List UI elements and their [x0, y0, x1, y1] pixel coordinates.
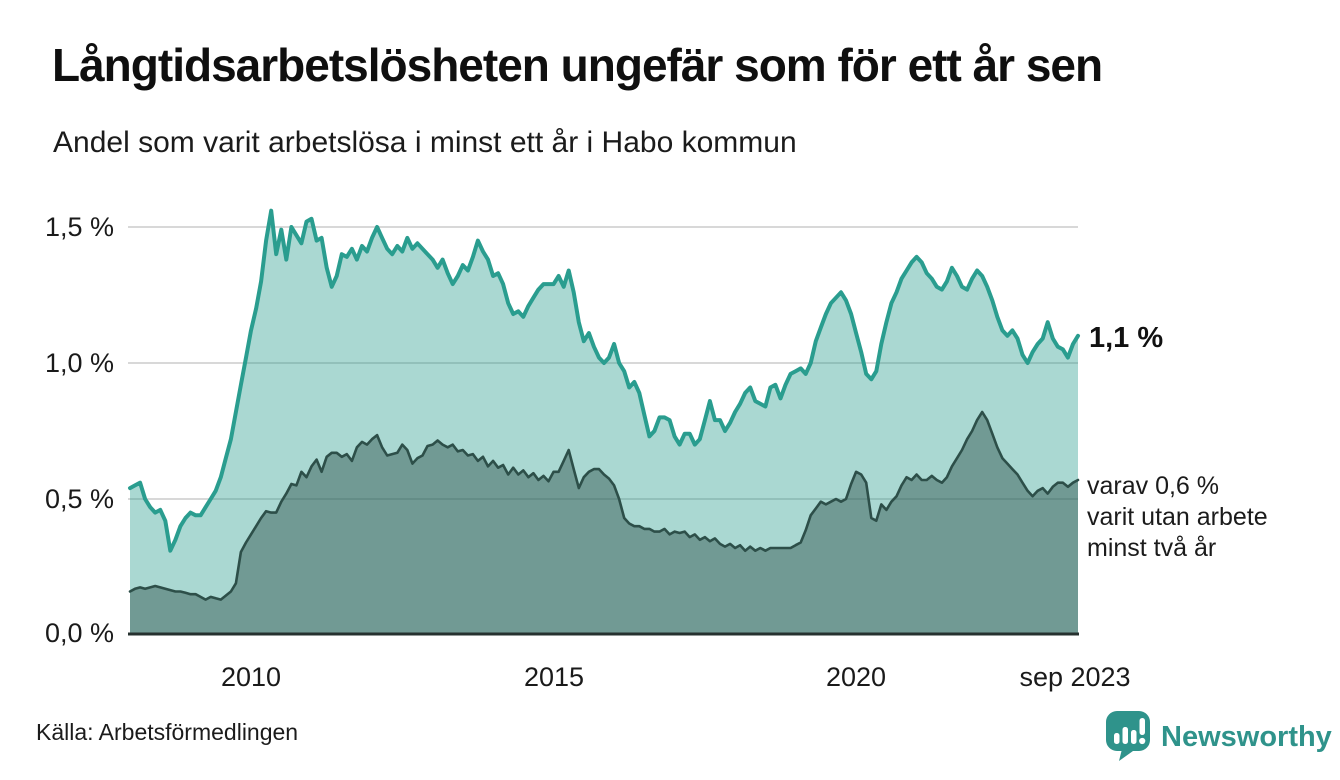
brand-lockup: Newsworthy: [1104, 709, 1332, 766]
x-axis-tick-sep-2023: sep 2023: [1019, 662, 1131, 692]
y-axis-tick-0-0: 0,0 %: [44, 618, 114, 648]
chart-subtitle: Andel som varit arbetslösa i minst ett å…: [53, 126, 797, 159]
y-axis-tick-0-5: 0,5 %: [44, 484, 114, 514]
y-axis-tick-1-5: 1,5 %: [44, 212, 114, 242]
series2-annotation-line3: minst två år: [1087, 534, 1217, 562]
brand-name: Newsworthy: [1161, 721, 1332, 753]
y-axis-tick-1-0: 1,0 %: [44, 348, 114, 378]
page-title: Långtidsarbetslösheten ungefär som för e…: [52, 39, 1103, 91]
x-axis-tick-2010: 2010: [220, 662, 282, 692]
x-axis-tick-2020: 2020: [825, 662, 887, 692]
newsworthy-logo-icon: [1104, 709, 1152, 766]
x-axis-tick-2015: 2015: [523, 662, 585, 692]
series-end-value-label: 1,1 %: [1089, 322, 1164, 354]
source-caption: Källa: Arbetsförmedlingen: [36, 719, 299, 745]
series2-annotation: varav 0,6 % varit utan arbete minst två …: [1087, 471, 1268, 564]
series2-annotation-line1: varav 0,6 %: [1087, 472, 1220, 500]
series2-annotation-line2: varit utan arbete: [1087, 503, 1268, 531]
